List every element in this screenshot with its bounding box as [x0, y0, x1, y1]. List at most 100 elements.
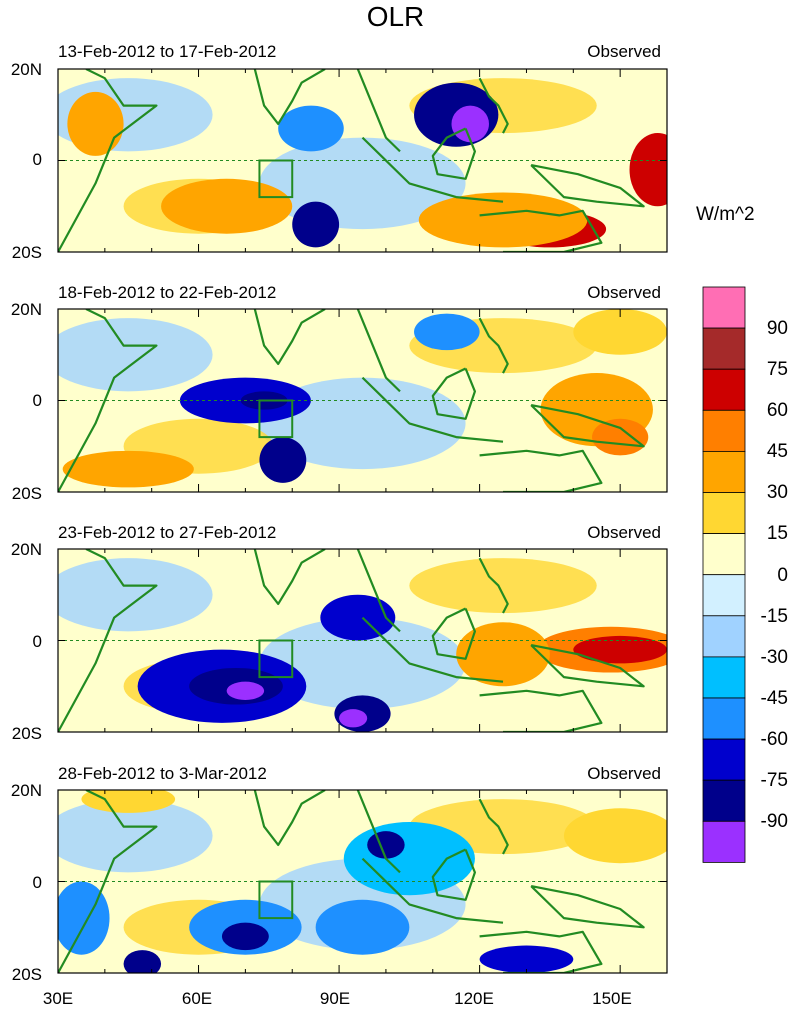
coastline: [530, 164, 645, 208]
lat-label-0: 0: [32, 873, 42, 892]
colorbar-swatch: [702, 368, 746, 411]
panel-4-tag: Observed: [587, 764, 661, 783]
coastline: [361, 616, 504, 683]
coastline: [530, 404, 645, 448]
colorbar-label: 75: [766, 359, 788, 380]
anomaly-contour: [259, 437, 307, 483]
panel-1-period: 13-Feb-2012 to 17-Feb-2012: [58, 42, 277, 61]
coastline: [431, 848, 476, 901]
colorbar-label: -60: [760, 729, 788, 750]
lat-label-20n: 20N: [10, 540, 42, 559]
highlight-box: [258, 159, 294, 199]
anomaly-contour: [479, 945, 574, 973]
panel-3-tag: Observed: [587, 523, 661, 542]
colorbar-swatch: [702, 409, 746, 452]
coastline: [479, 930, 603, 973]
colorbar: [702, 286, 746, 863]
lat-label-20s: 20S: [11, 484, 42, 503]
coastline: [253, 69, 326, 125]
panel-2-period: 18-Feb-2012 to 22-Feb-2012: [58, 283, 277, 302]
panel-2-tag: Observed: [587, 283, 661, 302]
anomaly-patch: [58, 318, 213, 392]
coastline: [431, 127, 476, 180]
coastline: [253, 790, 326, 846]
coastline: [356, 309, 401, 393]
colorbar-label: -30: [760, 647, 788, 668]
coastline: [356, 69, 401, 153]
coastline: [356, 790, 401, 874]
lat-label-20n: 20N: [10, 300, 42, 319]
colorbar-swatch: [702, 738, 746, 781]
colorbar-label: -45: [760, 688, 788, 709]
lat-label-20s: 20S: [11, 724, 42, 743]
anomaly-contour: [226, 681, 265, 700]
colorbar-swatch: [702, 327, 746, 370]
anomaly-contour: [315, 899, 410, 955]
anomaly-contour: [592, 418, 649, 456]
anomaly-patch: [58, 799, 213, 873]
anomaly-contour: [414, 313, 480, 351]
highlight-box: [258, 639, 294, 679]
coastline: [253, 309, 326, 365]
anomaly-contour: [629, 133, 667, 207]
coastline: [361, 136, 504, 203]
colorbar-label: 15: [766, 523, 788, 544]
colorbar-swatch: [702, 574, 746, 617]
anomaly-contour: [221, 922, 269, 951]
highlight-box: [258, 399, 294, 439]
map-panel-4: [57, 789, 668, 974]
panel-3-period: 23-Feb-2012 to 27-Feb-2012: [58, 523, 277, 542]
anomaly-patch: [409, 558, 597, 614]
coastline: [478, 798, 509, 855]
lon-label-150e: 150E: [592, 989, 632, 1008]
coastline: [479, 209, 603, 252]
anomaly-contour: [123, 950, 162, 973]
coastline: [479, 449, 603, 492]
coastline: [58, 309, 158, 492]
coastline: [431, 607, 476, 660]
anomaly-contour: [292, 201, 340, 248]
anomaly-contour: [81, 790, 176, 813]
colorbar-swatch: [702, 656, 746, 699]
colorbar-label: 30: [766, 482, 788, 503]
lat-label-0: 0: [32, 632, 42, 651]
coastline: [361, 857, 504, 924]
anomaly-contour: [339, 709, 368, 728]
anomaly-contour: [563, 808, 667, 864]
highlight-box: [258, 880, 294, 920]
colorbar-swatch: [702, 820, 746, 863]
coastline: [253, 549, 326, 605]
colorbar-swatch: [702, 533, 746, 576]
anomaly-contour: [451, 105, 489, 143]
panel-1-tag: Observed: [587, 42, 661, 61]
coastline: [478, 317, 509, 374]
coastline: [356, 549, 401, 633]
colorbar-swatch: [702, 450, 746, 493]
anomaly-contour: [367, 831, 405, 859]
coastline: [479, 689, 603, 732]
colorbar-units: W/m^2: [696, 204, 755, 225]
lon-label-90e: 90E: [319, 989, 351, 1008]
map-panel-3: [57, 548, 668, 733]
panel-4-period: 28-Feb-2012 to 3-Mar-2012: [58, 764, 267, 783]
colorbar-swatch: [702, 615, 746, 658]
colorbar-label: 90: [766, 318, 788, 339]
map-panel-1: [57, 68, 668, 253]
coastline: [58, 69, 158, 252]
colorbar-label: 45: [766, 441, 788, 462]
coastline: [361, 376, 504, 443]
map-panel-2: [57, 308, 668, 493]
colorbar-label: -75: [760, 770, 788, 791]
colorbar-swatch: [702, 697, 746, 740]
colorbar-swatch: [702, 492, 746, 534]
coastline: [58, 790, 158, 973]
coastline: [530, 885, 645, 929]
lat-label-20n: 20N: [10, 781, 42, 800]
coastline: [478, 77, 509, 134]
lat-label-0: 0: [32, 150, 42, 169]
chart-title: OLR: [366, 1, 425, 32]
anomaly-contour: [62, 450, 194, 488]
coastline: [478, 557, 509, 614]
colorbar-label: -90: [760, 811, 788, 832]
colorbar-swatch: [702, 779, 746, 822]
